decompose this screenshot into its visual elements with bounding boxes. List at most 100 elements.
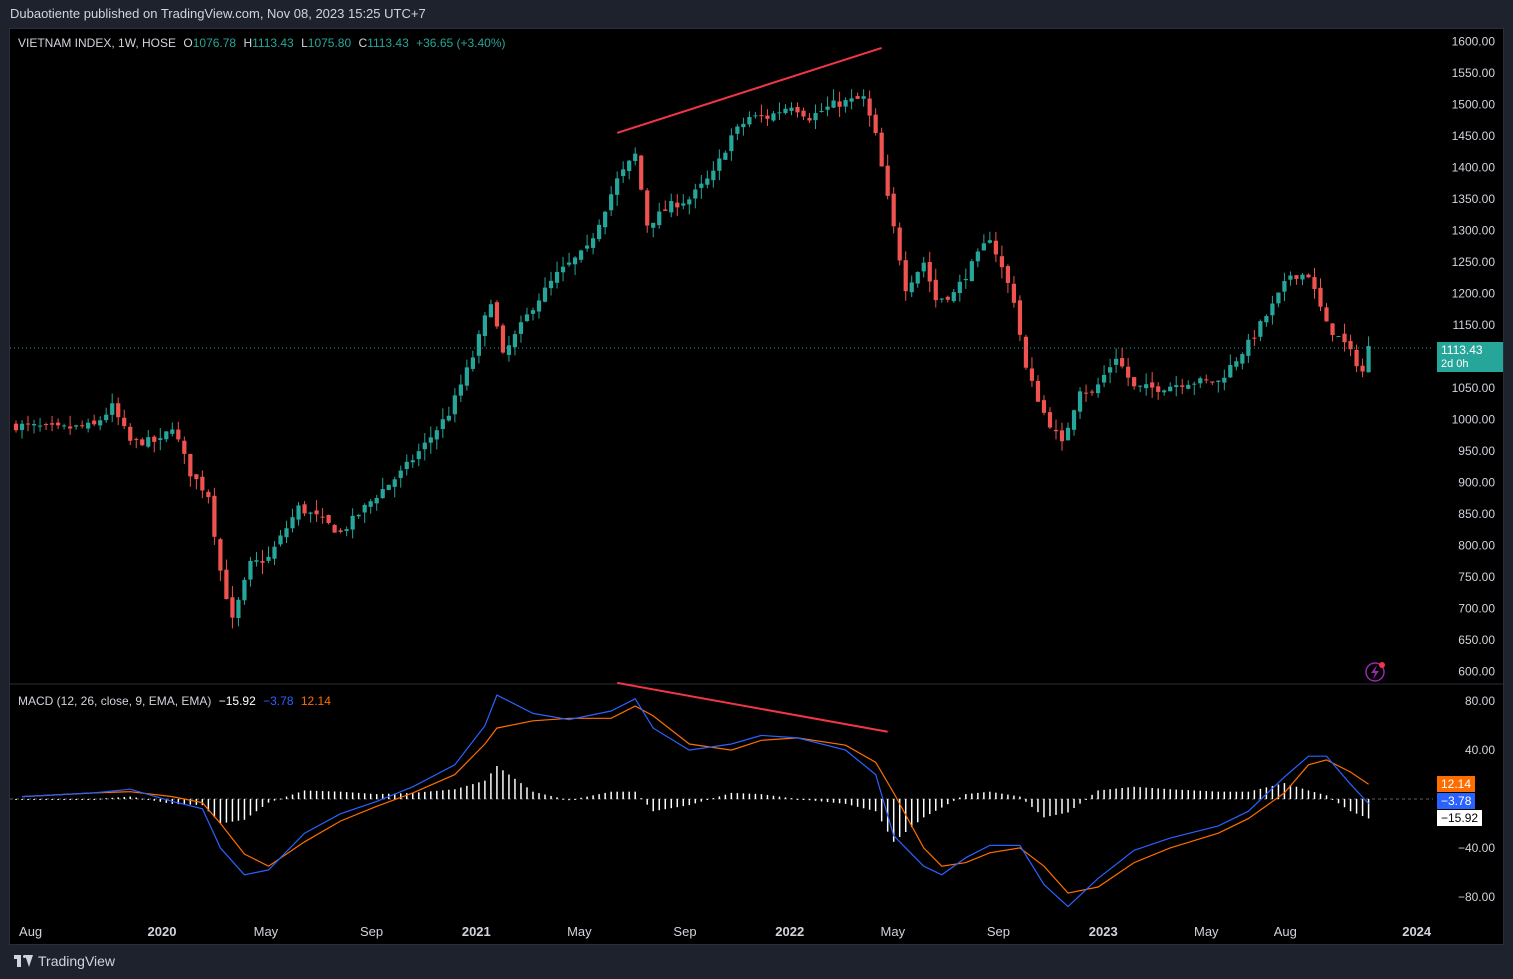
candle-body-162 xyxy=(987,240,992,243)
candle-body-56 xyxy=(350,515,355,530)
macd-hist-bar-163 xyxy=(995,792,997,799)
macd-hist-bar-57 xyxy=(357,792,360,799)
candle-body-170 xyxy=(1035,380,1041,402)
macd-hist-value: −15.92 xyxy=(218,694,256,708)
macd-hist-bar-53 xyxy=(333,791,336,799)
macd-hist-bar-40 xyxy=(255,799,258,812)
macd-hist-bar-139 xyxy=(850,799,853,806)
candle-body-87 xyxy=(536,300,542,312)
macd-hist-bar-64 xyxy=(400,793,402,799)
candle-body-131 xyxy=(801,110,806,117)
macd-hist-bar-142 xyxy=(868,799,871,810)
footer-brand: TradingView xyxy=(38,953,116,969)
macd-hist-bar-61 xyxy=(381,793,384,799)
candle-body-215 xyxy=(1306,274,1311,278)
candle-body-22 xyxy=(146,437,151,447)
candle-body-50 xyxy=(314,510,319,515)
macd-hist-bar-158 xyxy=(965,794,967,799)
macd-hist-bar-159 xyxy=(971,793,973,799)
macd-hist-bar-13 xyxy=(93,799,95,800)
macd-hist-bar-174 xyxy=(1061,799,1063,814)
candle-body-75 xyxy=(464,367,469,386)
candle-body-7 xyxy=(55,422,61,426)
macd-hist-bar-91 xyxy=(562,798,564,800)
candle-body-139 xyxy=(849,98,854,102)
candle-body-82 xyxy=(506,345,512,355)
candle-body-48 xyxy=(302,504,307,514)
price-legend: VIETNAM INDEX, 1W, HOSE O1076.78 H1113.4… xyxy=(18,36,510,50)
macd-hist-bar-80 xyxy=(496,766,498,799)
macd-hist-bar-90 xyxy=(556,797,558,799)
macd-hist-bar-149 xyxy=(910,799,913,828)
macd-hist-bar-9 xyxy=(69,799,71,800)
macd-hist-bar-1 xyxy=(21,799,23,800)
candle-body-185 xyxy=(1126,366,1131,378)
candle-body-62 xyxy=(386,484,391,490)
footer: TradingView xyxy=(14,953,115,969)
macd-hist-bar-127 xyxy=(778,796,781,799)
chart-canvas[interactable]: 1600.00 1550.00 1500.00 1450.00 1400.00 1350.… xyxy=(10,29,1503,944)
macd-hist-bar-84 xyxy=(520,783,522,799)
macd-hist-bar-50 xyxy=(315,790,318,799)
macd-legend: MACD (12, 26, close, 9, EMA, EMA) −15.92… xyxy=(18,694,335,708)
candle-body-212 xyxy=(1288,275,1293,280)
macd-hist-bar-72 xyxy=(448,789,450,799)
candle-body-147 xyxy=(897,227,902,261)
signal-price-badge: 12.14 xyxy=(1437,776,1476,792)
macd-hist-bar-136 xyxy=(832,799,835,803)
macd-hist-bar-67 xyxy=(418,792,420,799)
candle-body-3 xyxy=(31,424,37,426)
macd-hist-bar-0 xyxy=(15,799,17,800)
macd-hist-bar-197 xyxy=(1199,790,1202,799)
macd-hist-bar-146 xyxy=(892,799,895,842)
candle-body-156 xyxy=(951,292,956,302)
candle-body-34 xyxy=(218,539,223,571)
candle-body-42 xyxy=(266,556,271,561)
candle-body-85 xyxy=(524,314,530,322)
macd-hist-bar-220 xyxy=(1337,799,1340,804)
macd-hist-bar-115 xyxy=(706,799,709,800)
candle-body-12 xyxy=(86,422,91,429)
macd-hist-bar-150 xyxy=(916,799,919,823)
macd-hist-bar-12 xyxy=(87,799,89,800)
candle-body-101 xyxy=(621,169,626,177)
high-label: H xyxy=(243,36,253,50)
macd-hist-bar-156 xyxy=(953,799,955,801)
macd-hist-bar-122 xyxy=(748,793,751,799)
macd-hist-bar-134 xyxy=(820,799,823,802)
price-axis-tick-1: 1550.00 xyxy=(1452,66,1496,80)
candle-body-18 xyxy=(122,417,127,427)
candle-body-15 xyxy=(104,414,109,421)
candle-body-167 xyxy=(1017,300,1023,335)
macd-hist-bar-224 xyxy=(1361,799,1364,817)
candle-body-123 xyxy=(753,115,758,117)
candle-body-137 xyxy=(837,101,842,107)
macd-hist-bar-6 xyxy=(51,799,53,800)
macd-hist-bar-155 xyxy=(947,799,949,805)
candle-body-158 xyxy=(963,278,968,281)
candle-body-133 xyxy=(813,113,818,121)
macd-hist-bar-190 xyxy=(1157,788,1159,799)
candle-body-115 xyxy=(705,178,710,185)
candle-body-102 xyxy=(627,160,632,172)
macd-line xyxy=(21,694,1370,908)
macd-hist-bar-34 xyxy=(219,799,222,824)
macd-hist-bar-125 xyxy=(766,794,769,799)
chart-frame[interactable]: 1600.00 1550.00 1500.00 1450.00 1400.00 1350.… xyxy=(9,28,1504,945)
macd-hist-bar-110 xyxy=(676,799,679,808)
candle-body-224 xyxy=(1360,365,1365,372)
candle-body-135 xyxy=(825,106,830,110)
macd-hist-bar-217 xyxy=(1319,793,1322,799)
candle-body-52 xyxy=(326,514,331,523)
macd-hist-bar-66 xyxy=(412,792,414,799)
macd-hist-bar-171 xyxy=(1043,799,1045,818)
macd-hist-bar-177 xyxy=(1079,799,1081,804)
candle-body-91 xyxy=(560,266,566,273)
candle-body-207 xyxy=(1258,321,1263,337)
macd-hist-bar-167 xyxy=(1019,796,1021,799)
candle-body-194 xyxy=(1180,385,1185,387)
macd-hist-bar-83 xyxy=(514,778,516,799)
macd-hist-bar-203 xyxy=(1235,791,1238,799)
last-price-countdown: 2d 0h xyxy=(1441,358,1469,370)
time-axis-tick-1: 2020 xyxy=(148,924,177,939)
